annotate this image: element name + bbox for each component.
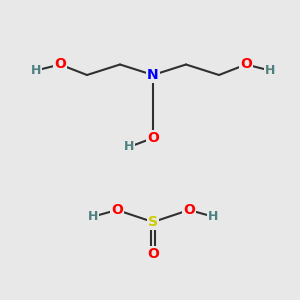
Text: O: O <box>54 58 66 71</box>
Text: H: H <box>124 140 134 154</box>
Text: O: O <box>147 247 159 260</box>
Text: H: H <box>265 64 275 77</box>
Text: O: O <box>240 58 252 71</box>
Text: H: H <box>31 64 41 77</box>
Text: O: O <box>147 131 159 145</box>
Text: S: S <box>148 215 158 229</box>
Text: H: H <box>88 210 98 223</box>
Text: O: O <box>111 203 123 217</box>
Text: O: O <box>183 203 195 217</box>
Text: H: H <box>208 210 218 223</box>
Text: N: N <box>147 68 159 82</box>
